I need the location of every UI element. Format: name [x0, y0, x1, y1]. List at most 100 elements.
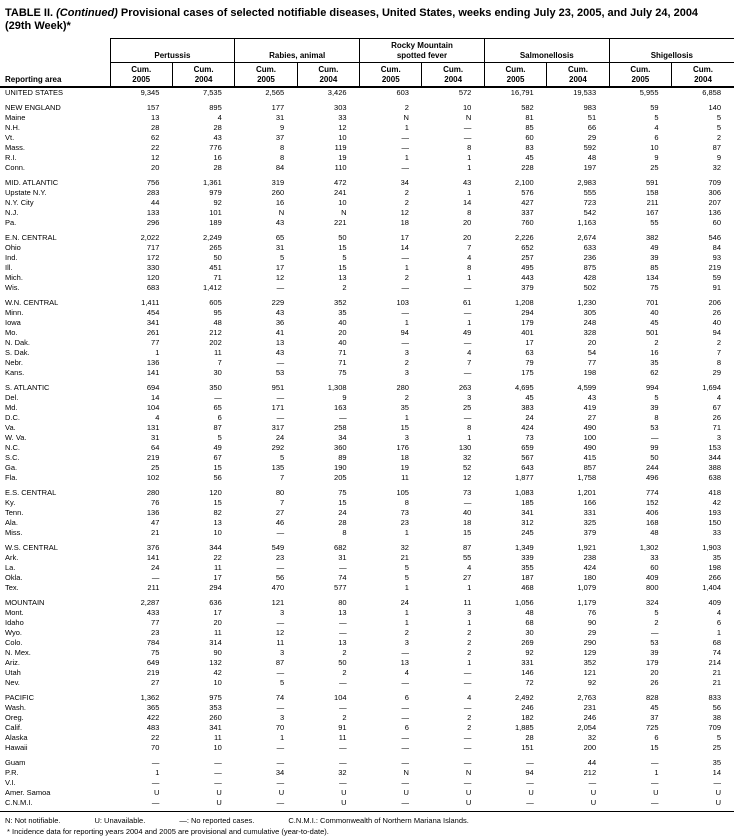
value-cell: 30	[213, 368, 222, 377]
table-row: Ind. 172 50 5 5 — 4 257 236 39 93	[0, 253, 734, 263]
value-cell: 4	[467, 563, 472, 572]
value-cell: 603	[396, 88, 409, 97]
value-cell: 198	[583, 368, 597, 377]
table-row: Miss. 21 10 — 8 1 15 245 379 48 33	[0, 528, 734, 538]
value-cell: 68	[525, 618, 534, 627]
value-cell: 65	[213, 403, 222, 412]
value-cell: 4	[716, 608, 721, 617]
value-cell: —	[339, 563, 347, 572]
value-cell: 24	[275, 433, 285, 442]
value-cell: 13	[151, 113, 160, 122]
value-cell: 15	[338, 498, 347, 507]
value-cell: 26	[650, 678, 659, 687]
value-cell: 7,535	[203, 88, 222, 97]
value-cell: —	[401, 338, 409, 347]
value-cell: 994	[646, 383, 659, 392]
value-cell: 40	[338, 318, 347, 327]
table-row: Guam — — — — — — — 44 — 35	[0, 758, 734, 768]
value-cell: 8	[280, 143, 285, 152]
value-cell: 257	[521, 253, 534, 262]
value-cell: 1	[467, 618, 472, 627]
table-row: Calif. 483 341 70 91 6 2 1,885 2,054 725 709	[0, 723, 734, 733]
value-cell: 84	[712, 243, 721, 252]
column-group-header: Shigellosis	[608, 38, 734, 63]
value-cell: 87	[712, 143, 721, 152]
value-cell: —	[463, 778, 472, 787]
value-cell: 18	[400, 218, 409, 227]
column-group-header: Salmonellosis	[483, 38, 610, 63]
value-cell: 16	[650, 348, 659, 357]
value-cell: —	[339, 758, 347, 767]
table-row: Maine 13 4 31 33 N N 81 51 5 5	[0, 113, 734, 123]
value-cell: 401	[521, 328, 534, 337]
value-cell: 20	[463, 218, 472, 227]
value-cell: 337	[521, 208, 534, 217]
value-cell: —	[651, 798, 659, 807]
table-row: Nebr. 136 7 — 71 2 7 79 77 35 8	[0, 358, 734, 368]
value-cell: 331	[521, 658, 534, 667]
value-cell: 5	[716, 733, 721, 742]
value-cell: N	[278, 208, 285, 217]
value-cell: —	[463, 678, 472, 687]
value-cell: 95	[213, 308, 222, 317]
value-cell: —	[151, 798, 160, 807]
value-cell: 14	[712, 768, 721, 777]
value-cell: 1	[155, 768, 160, 777]
value-cell: 2	[404, 628, 409, 637]
value-cell: 49	[213, 443, 222, 452]
value-cell: 21	[151, 528, 160, 537]
value-cell: 379	[521, 283, 534, 292]
value-cell: 682	[334, 543, 347, 552]
value-cell: 472	[334, 178, 347, 187]
value-cell: 13	[213, 518, 222, 527]
reporting-area-cell: S.C.	[5, 453, 20, 462]
value-cell: 87	[463, 543, 472, 552]
value-cell: 7	[467, 358, 472, 367]
value-cell: U	[653, 788, 659, 797]
reporting-area-cell: N.H.	[5, 123, 20, 132]
value-cell: 6	[404, 723, 409, 732]
value-cell: 53	[650, 638, 659, 647]
value-cell: 1	[404, 153, 409, 162]
value-cell: —	[276, 393, 285, 402]
reporting-area-cell: PACIFIC	[5, 693, 35, 702]
value-cell: 636	[209, 598, 222, 607]
value-cell: 5	[404, 563, 409, 572]
value-cell: —	[276, 618, 285, 627]
value-cell: 13	[338, 638, 347, 647]
value-cell: U	[465, 788, 472, 797]
value-cell: 90	[587, 618, 597, 627]
value-cell: 46	[275, 518, 285, 527]
value-cell: 31	[275, 113, 285, 122]
value-cell: 6	[404, 693, 409, 702]
value-cell: 324	[646, 598, 659, 607]
value-cell: 325	[583, 518, 597, 527]
value-cell: 454	[146, 308, 160, 317]
value-cell: 48	[525, 608, 534, 617]
value-cell: 1,230	[577, 298, 597, 307]
value-cell: 5	[280, 678, 285, 687]
value-cell: 18	[400, 453, 409, 462]
value-cell: 2,763	[577, 693, 597, 702]
table-row: Okla. — 17 56 74 5 27 187 180 409 266	[0, 573, 734, 583]
table-row: Ariz. 649 132 87 50 13 1 331 352 179 214	[0, 658, 734, 668]
value-cell: 43	[275, 218, 285, 227]
value-cell: 71	[213, 273, 222, 282]
value-cell: 2,287	[140, 598, 160, 607]
reporting-area-cell: Upstate N.Y.	[5, 188, 47, 197]
footnote-legend-item: U: Unavailable.	[94, 816, 146, 825]
value-cell: 4,695	[514, 383, 534, 392]
value-cell: 9	[716, 153, 721, 162]
value-cell: 22	[151, 143, 160, 152]
value-cell: 1,083	[514, 488, 534, 497]
value-cell: 33	[338, 113, 347, 122]
value-cell: 72	[525, 678, 534, 687]
value-cell: 784	[146, 638, 160, 647]
value-cell: 1	[467, 153, 472, 162]
value-cell: 8	[467, 143, 472, 152]
value-cell: 180	[583, 573, 597, 582]
value-cell: 68	[712, 638, 721, 647]
value-cell: 2,674	[577, 233, 597, 242]
value-cell: 179	[646, 658, 659, 667]
value-cell: 50	[338, 658, 347, 667]
